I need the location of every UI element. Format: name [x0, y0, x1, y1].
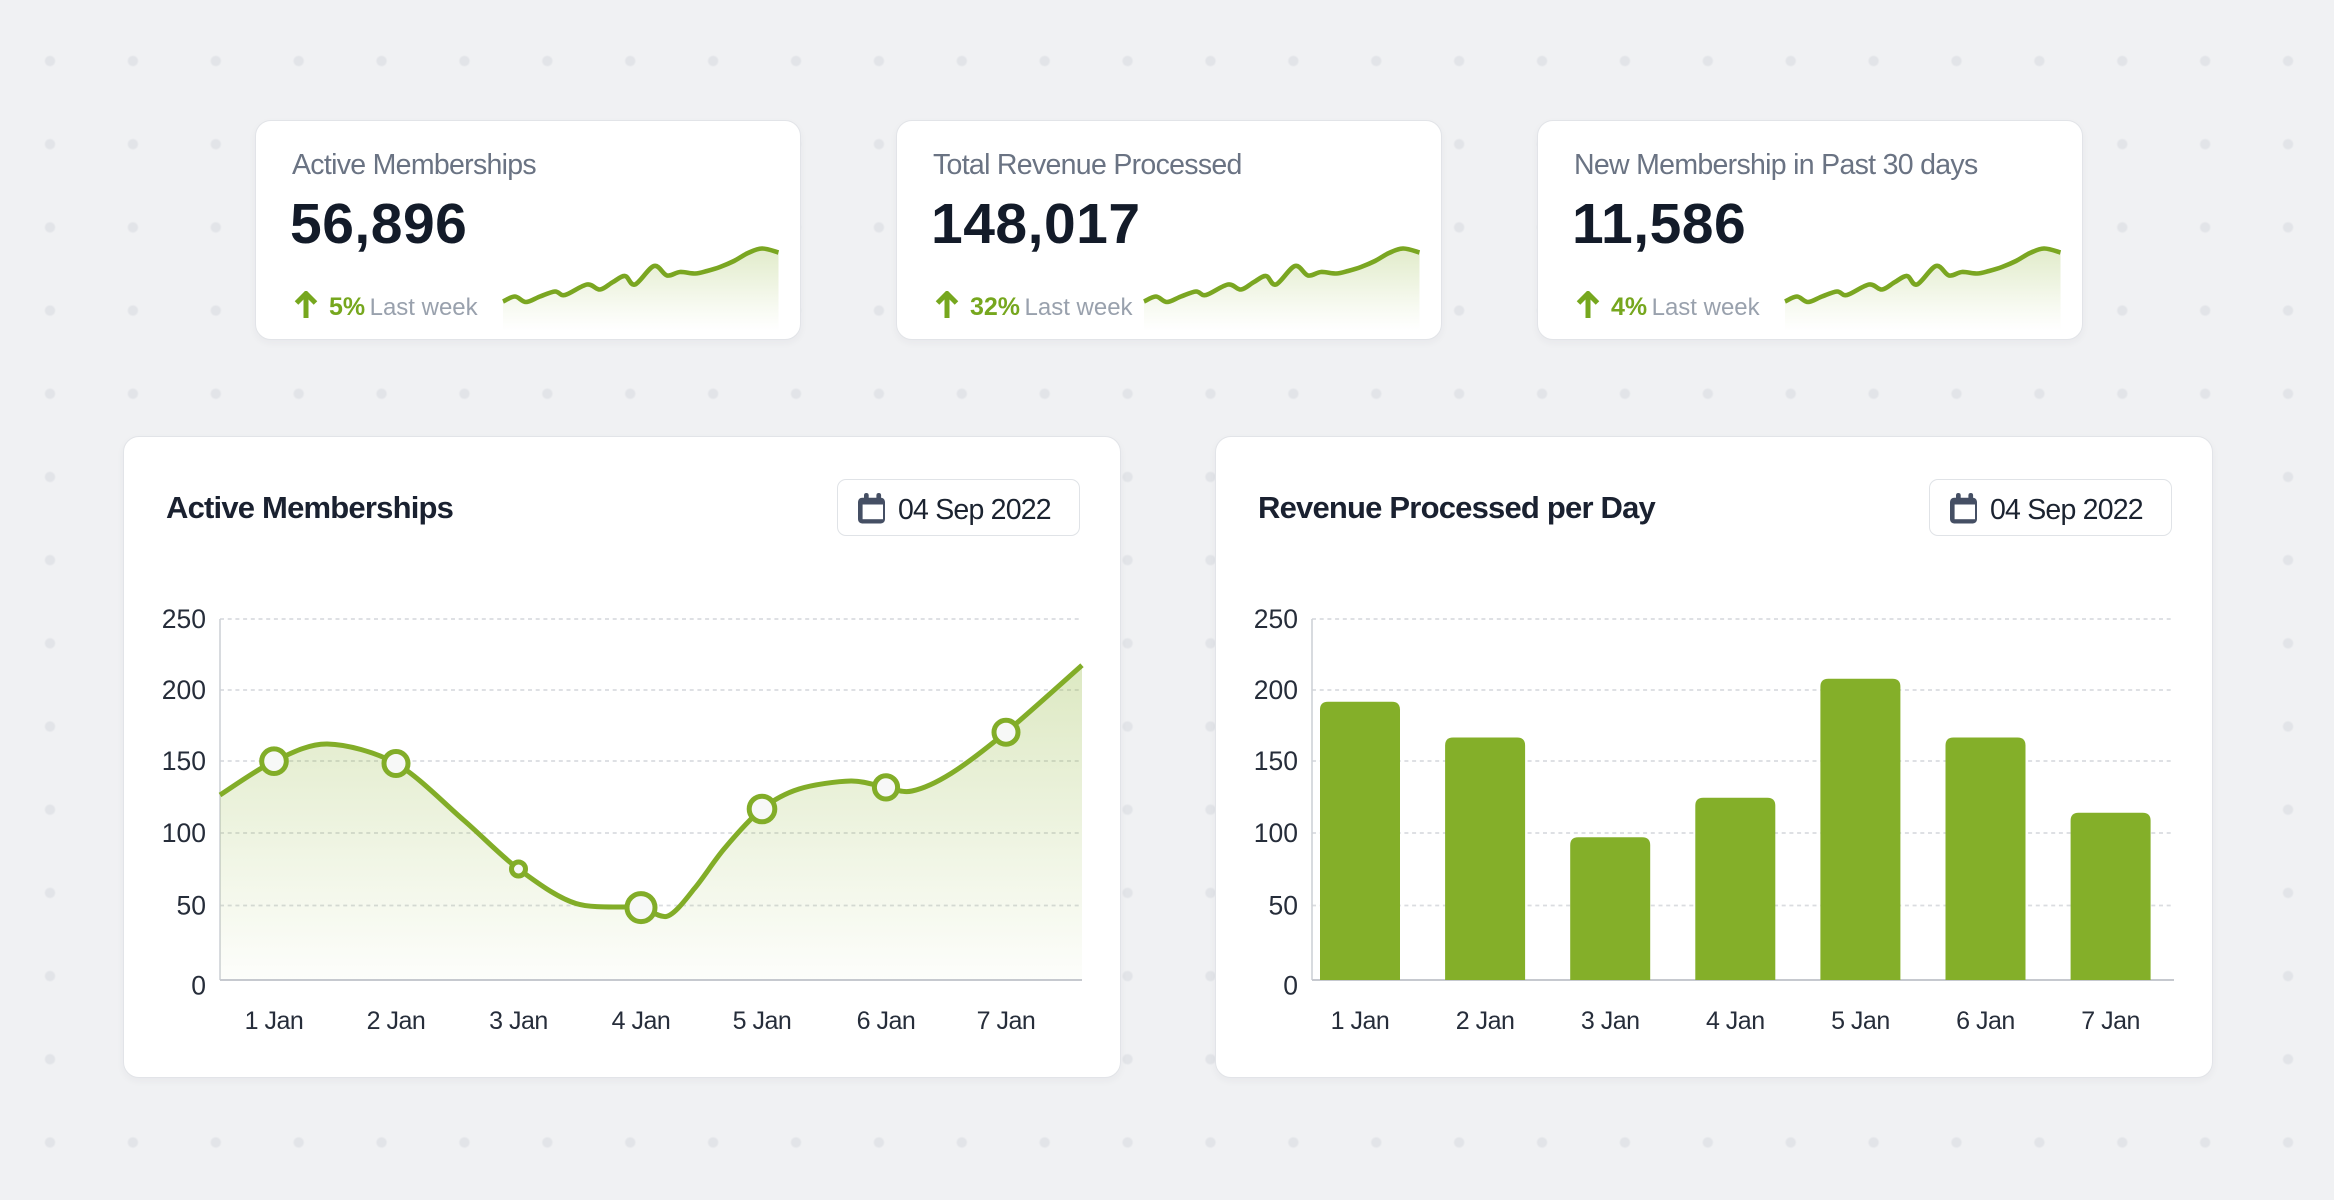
svg-text:2 Jan: 2 Jan — [1456, 1007, 1515, 1035]
svg-text:150: 150 — [162, 746, 206, 776]
svg-text:150: 150 — [1254, 746, 1298, 776]
svg-text:1 Jan: 1 Jan — [1331, 1007, 1390, 1035]
svg-text:2 Jan: 2 Jan — [367, 1007, 426, 1035]
svg-text:250: 250 — [1254, 604, 1298, 634]
svg-text:0: 0 — [1283, 971, 1298, 1001]
svg-text:3 Jan: 3 Jan — [1581, 1007, 1640, 1035]
svg-text:5 Jan: 5 Jan — [733, 1007, 792, 1035]
svg-text:100: 100 — [162, 818, 206, 848]
svg-text:5 Jan: 5 Jan — [1831, 1007, 1890, 1035]
svg-text:50: 50 — [1269, 891, 1298, 921]
svg-text:7 Jan: 7 Jan — [977, 1007, 1036, 1035]
svg-text:6 Jan: 6 Jan — [1956, 1007, 2015, 1035]
svg-text:250: 250 — [162, 604, 206, 634]
svg-text:200: 200 — [162, 675, 206, 705]
svg-text:0: 0 — [191, 971, 206, 1001]
svg-text:1 Jan: 1 Jan — [245, 1007, 304, 1035]
svg-text:4 Jan: 4 Jan — [612, 1007, 671, 1035]
svg-text:200: 200 — [1254, 675, 1298, 705]
svg-text:6 Jan: 6 Jan — [857, 1007, 916, 1035]
svg-text:7 Jan: 7 Jan — [2081, 1007, 2140, 1035]
svg-text:50: 50 — [177, 891, 206, 921]
svg-text:4 Jan: 4 Jan — [1706, 1007, 1765, 1035]
svg-text:3 Jan: 3 Jan — [489, 1007, 548, 1035]
svg-text:100: 100 — [1254, 818, 1298, 848]
